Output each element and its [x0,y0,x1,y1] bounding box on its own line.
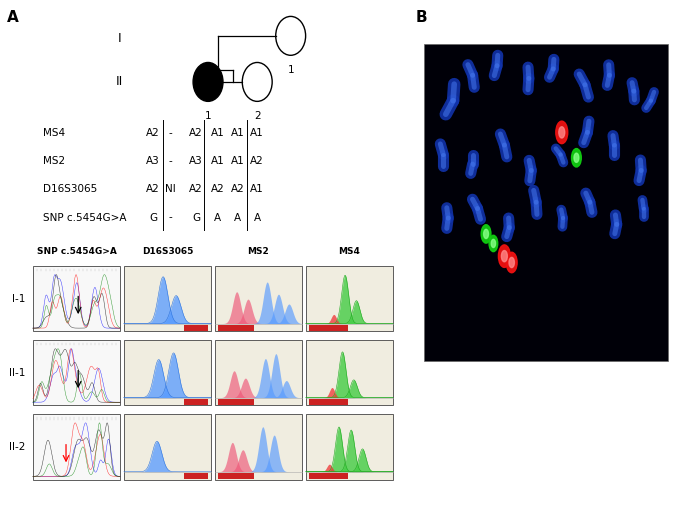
Text: G: G [149,212,157,222]
Bar [184,399,208,405]
Circle shape [509,257,514,268]
Text: II: II [116,75,123,88]
Text: A3: A3 [146,156,160,166]
Text: A1: A1 [211,128,225,138]
Bar [218,399,254,405]
Bar [215,340,302,405]
Bar [308,399,348,405]
Text: D16S3065: D16S3065 [142,247,193,256]
Circle shape [193,63,223,101]
Text: A1: A1 [211,156,225,166]
Text: 1: 1 [287,65,294,74]
Circle shape [489,235,498,252]
Bar [215,415,302,480]
Text: D16S3065: D16S3065 [42,185,97,194]
Text: A: A [8,10,19,25]
Bar [124,340,211,405]
Circle shape [559,127,564,138]
Bar [306,340,393,405]
Text: 2: 2 [254,111,260,120]
Text: A: A [234,212,241,222]
Bar [184,325,208,331]
Text: SNP c.5454G>A: SNP c.5454G>A [42,212,126,222]
Circle shape [556,121,568,144]
Text: A2: A2 [231,185,245,194]
Text: A1: A1 [250,128,264,138]
Text: -: - [169,156,173,166]
Text: II-2: II-2 [9,442,25,452]
Bar [306,266,393,331]
Text: MS2: MS2 [247,247,269,256]
Text: NI: NI [165,185,176,194]
Bar [33,340,120,405]
Text: MS2: MS2 [42,156,65,166]
Text: A2: A2 [189,185,203,194]
Circle shape [574,153,579,162]
Text: A2: A2 [211,185,225,194]
Text: B: B [416,10,427,25]
Text: A2: A2 [250,156,264,166]
Text: A: A [253,212,261,222]
Text: I: I [118,32,121,45]
Text: A2: A2 [146,128,160,138]
Text: A1: A1 [250,185,264,194]
Bar [124,266,211,331]
Text: A2: A2 [146,185,160,194]
Circle shape [481,225,491,243]
Bar [215,266,302,331]
Text: A3: A3 [189,156,203,166]
Circle shape [491,239,495,248]
Circle shape [506,252,517,273]
Text: -: - [169,212,173,222]
Bar [124,415,211,480]
Bar [306,415,393,480]
Circle shape [571,148,582,167]
Text: SNP c.5454G>A: SNP c.5454G>A [36,247,116,256]
Circle shape [501,251,508,262]
Text: A: A [214,212,221,222]
Text: G: G [192,212,200,222]
Text: II-1: II-1 [9,368,25,378]
Text: A2: A2 [189,128,203,138]
Bar [184,473,208,479]
Bar [308,473,348,479]
Bar [218,325,254,331]
Bar [33,266,120,331]
Text: -: - [169,128,173,138]
Circle shape [499,245,510,267]
Text: 1: 1 [205,111,212,120]
Bar [424,43,668,361]
Text: MS4: MS4 [338,247,360,256]
Text: I-1: I-1 [12,294,25,304]
Text: A1: A1 [231,156,245,166]
Circle shape [484,230,488,238]
Text: A1: A1 [231,128,245,138]
Text: MS4: MS4 [42,128,65,138]
Bar [308,325,348,331]
Bar [218,473,254,479]
Bar [33,415,120,480]
